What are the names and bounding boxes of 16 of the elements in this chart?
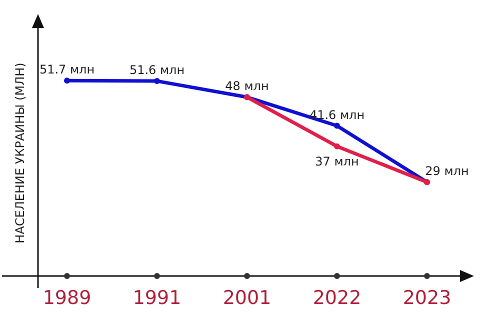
x-tick-label: 2001 [222, 287, 272, 309]
x-tick-label: 1991 [132, 287, 182, 309]
point [334, 122, 340, 129]
data-label: 41.6 млн [309, 108, 365, 122]
data-label: 29 млн [425, 164, 469, 178]
point [334, 143, 340, 150]
data-label: 51.6 млн [129, 63, 185, 78]
point [64, 78, 70, 84]
point [154, 78, 160, 84]
x-tick-label: 1989 [42, 287, 92, 309]
x-tick-label: 2022 [312, 287, 362, 309]
data-label: 51.7 млн [39, 62, 95, 77]
data-label: 48 млн [225, 79, 269, 94]
data-label: 37 млн [315, 154, 359, 168]
y-axis-title: НАСЕЛЕНИЕ УКРАИНЫ (МЛН) [13, 62, 27, 244]
x-tick-label: 2023 [402, 287, 452, 309]
